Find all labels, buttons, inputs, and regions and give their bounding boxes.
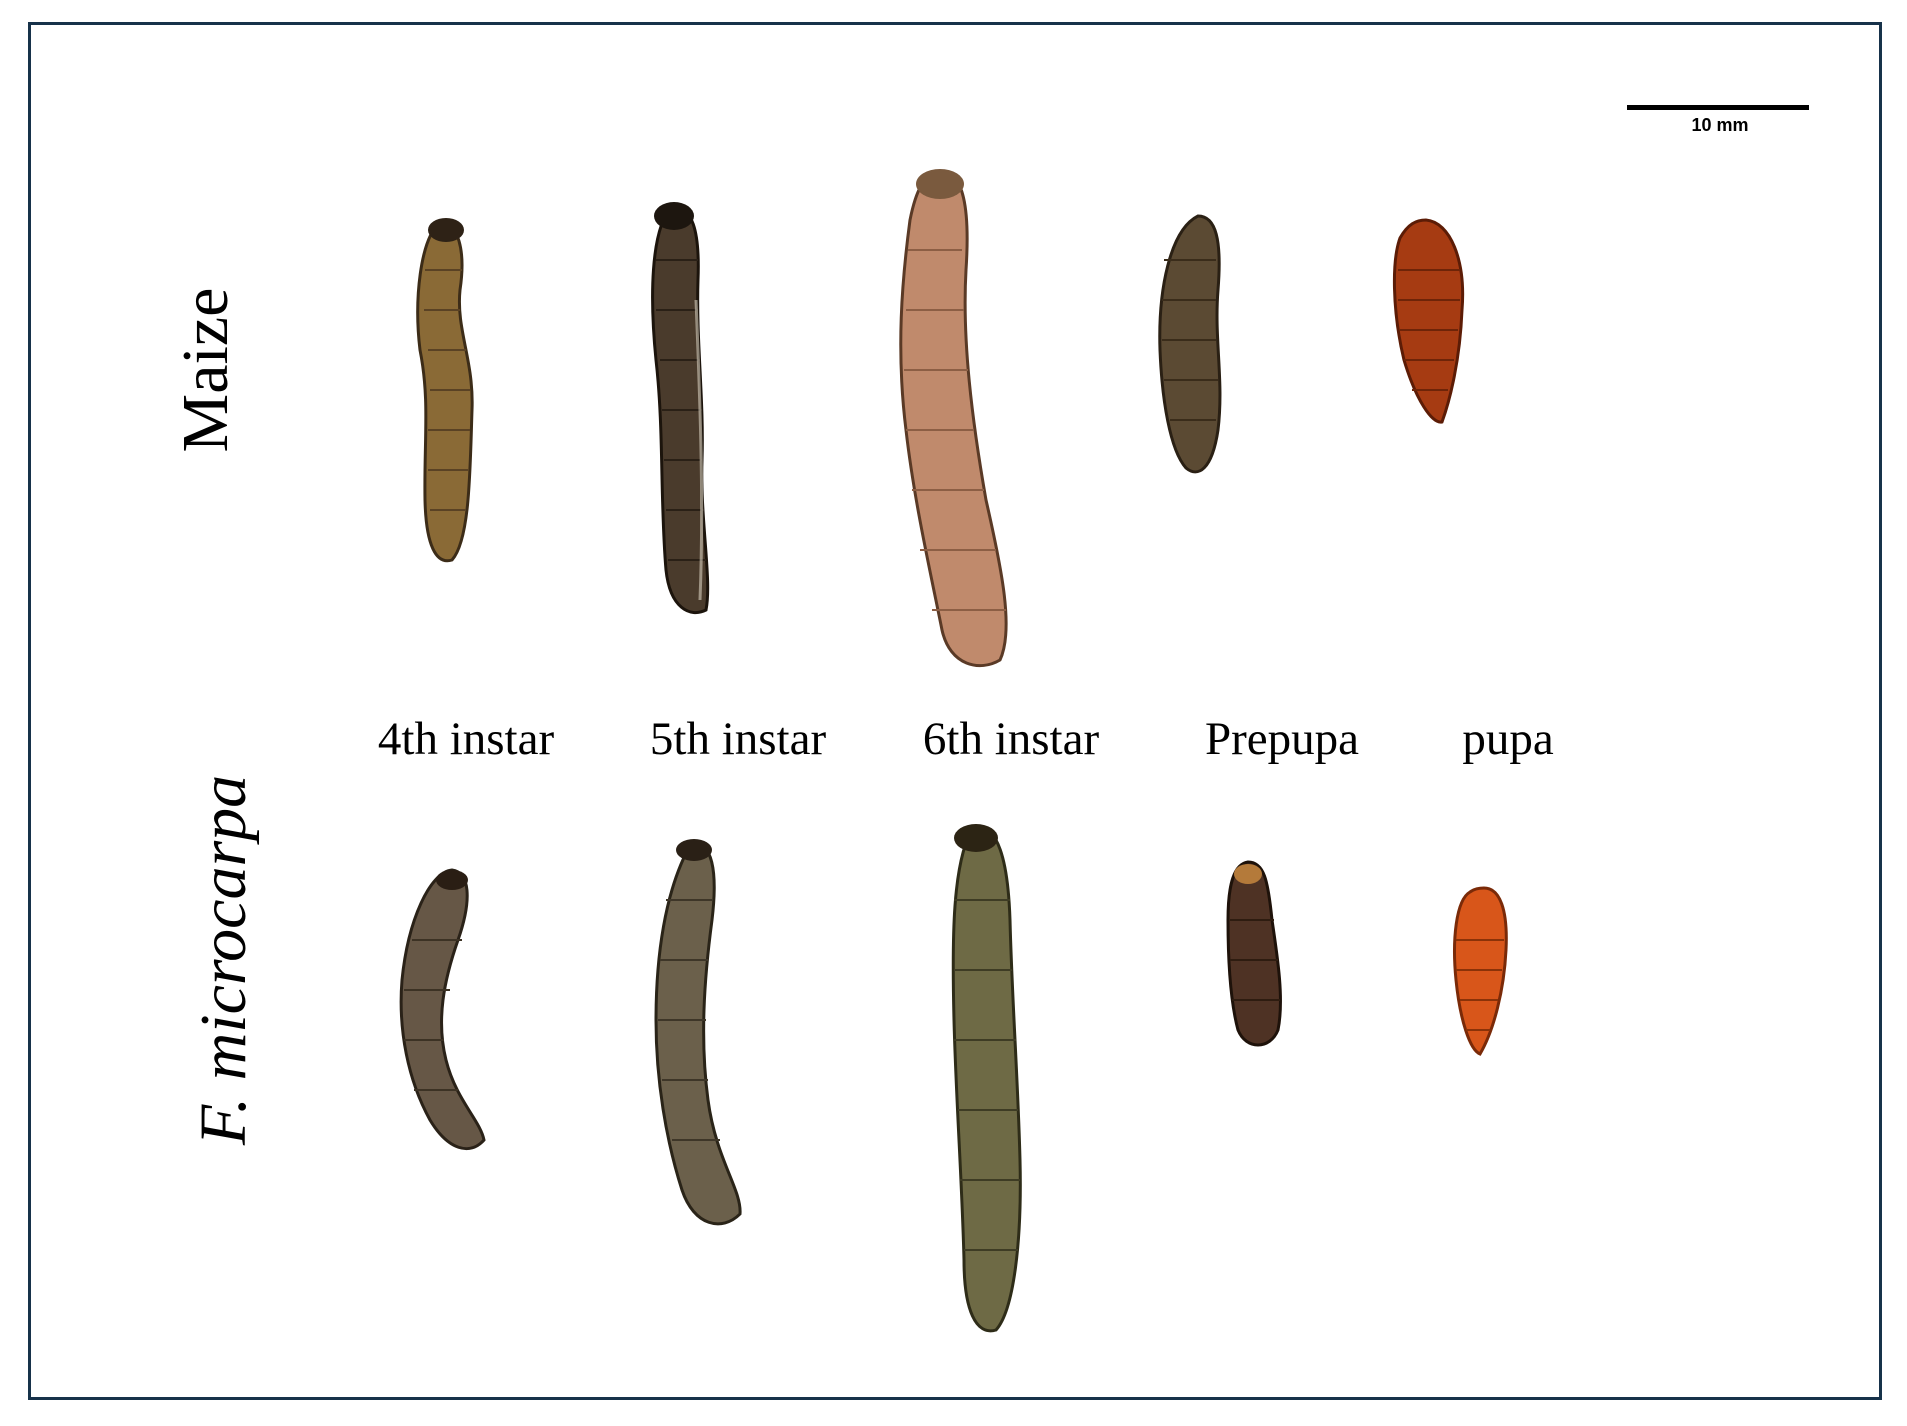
maize-5th-instar-larva — [651, 202, 710, 615]
maize-6th-instar-larva — [899, 169, 1008, 668]
scale-bar — [1627, 105, 1809, 110]
ficus-pupa — [1453, 886, 1508, 1056]
scale-bar-label: 10 mm — [1691, 115, 1749, 135]
stage-label-pupa: pupa — [1462, 713, 1554, 765]
stage-label-6th-instar: 6th instar — [922, 713, 1100, 765]
ficus-prepupa — [1226, 860, 1282, 1047]
ficus-5th-instar-larva — [654, 839, 742, 1226]
maize-4th-instar-larva — [416, 218, 474, 563]
maize-prepupa — [1158, 214, 1222, 474]
ficus-4th-instar-larva — [399, 868, 486, 1151]
stage-label-4th-instar: 4th instar — [377, 713, 555, 765]
ficus-6th-instar-larva — [951, 824, 1022, 1333]
maize-pupa — [1392, 218, 1465, 424]
stage-label-prepupa: Prepupa — [1204, 713, 1360, 765]
stage-label-5th-instar: 5th instar — [649, 713, 827, 765]
